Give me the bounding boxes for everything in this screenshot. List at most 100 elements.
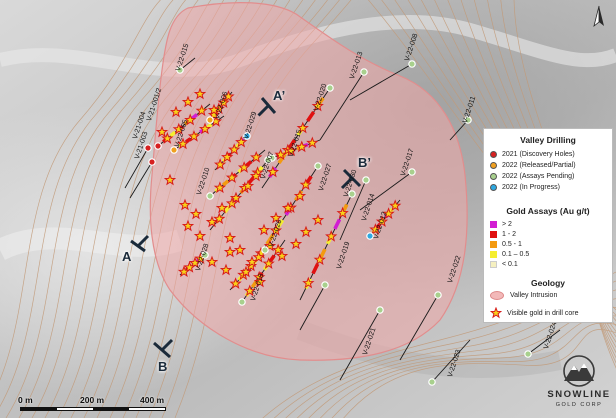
section-arm [160, 338, 174, 352]
drill-collar [154, 142, 162, 150]
drill-collar [434, 291, 442, 299]
assay-item: 0.1 – 0.5 [490, 251, 529, 258]
section-arm [340, 176, 354, 190]
section-label-b: B [158, 359, 168, 374]
assay-segment [311, 263, 320, 275]
legend-item-2022-released: 2022 (Released/Partial) [490, 162, 576, 169]
drill-collar [321, 281, 329, 289]
snowline-logo: SNOWLINE GOLD CORP [544, 353, 614, 415]
intrusion-oval-icon [490, 291, 504, 300]
drill-collar [206, 116, 214, 124]
assay-segment [222, 179, 230, 187]
drill-trace [399, 294, 439, 361]
legend-label: 2022 (In Progress) [502, 184, 560, 191]
drill-collar [264, 156, 272, 164]
visible-gold-item: Visible gold in drill core [490, 307, 578, 319]
legend-item-2021: 2021 (Discovery Holes) [490, 151, 575, 158]
scale-label-200: 200 m [80, 395, 105, 405]
drill-trace [349, 63, 413, 101]
legend-label: 2022 (Released/Partial) [502, 162, 576, 169]
assay-segment [287, 138, 297, 151]
drill-collar [314, 162, 322, 170]
drill-trace [527, 329, 561, 355]
assay-segment [250, 280, 258, 289]
drill-trace [449, 119, 469, 141]
assay-segment [184, 137, 192, 144]
assay-label: 1 - 2 [502, 231, 517, 238]
pale-swatch-icon [490, 261, 497, 268]
assay-segment [268, 254, 276, 263]
drill-collar [238, 298, 246, 306]
snowline-mountain-icon [563, 355, 595, 387]
drill-collar [376, 306, 384, 314]
drill-collar [360, 68, 368, 76]
drill-trace [339, 179, 367, 241]
drill-collar [326, 84, 334, 92]
drill-collar [201, 251, 209, 259]
yellow-swatch-icon [490, 251, 497, 258]
visible-gold-label: Visible gold in drill core [507, 309, 579, 317]
section-label-a: A [122, 249, 132, 264]
drill-trace [129, 161, 153, 199]
legend-label: 2021 (Discovery Holes) [502, 151, 575, 158]
north-arrow [585, 4, 613, 32]
section-lines [130, 97, 362, 359]
map-legend: Valley Drilling 2021 (Discovery Holes) 2… [483, 128, 613, 323]
logo-sub: GOLD CORP [555, 402, 603, 408]
drill-collar [428, 378, 436, 386]
drill-collar [408, 168, 416, 176]
assay-legend-title: Gold Assays (Au g/t) [506, 206, 590, 216]
legend-item-2022-pending: 2022 (Assays Pending) [490, 173, 574, 180]
legend-label: 2022 (Assays Pending) [502, 173, 575, 180]
logo-name: SNOWLINE [547, 389, 611, 400]
blue-dot-icon [490, 184, 497, 191]
drill-collar [366, 232, 374, 240]
green-dot-icon [490, 173, 497, 180]
drill-trace [339, 309, 381, 381]
assay-segment [275, 219, 285, 231]
scale-bar: 0 m 200 m 400 m [18, 395, 168, 415]
geology-label: Valley Intrusion [510, 292, 558, 299]
scale-label-0: 0 m [18, 395, 33, 405]
geology-item: Valley Intrusion [490, 291, 557, 300]
drill-collar [464, 116, 472, 124]
assay-item: < 0.1 [490, 261, 518, 268]
drill-collar [524, 350, 532, 358]
assay-segment [277, 152, 287, 165]
red-swatch-icon [490, 231, 497, 238]
assay-segment [265, 233, 275, 245]
geology-legend-title: Geology [530, 278, 565, 288]
orange-swatch-icon [490, 241, 497, 248]
section-label-a-prime: A’ [273, 88, 286, 103]
drill-collar [362, 176, 370, 184]
assay-label: < 0.1 [502, 261, 518, 268]
drill-collar [348, 190, 356, 198]
drill-trace [359, 171, 413, 211]
scale-label-400: 400 m [140, 395, 165, 405]
section-arm [136, 234, 150, 248]
drill-collar [176, 66, 184, 74]
drill-trace [299, 284, 326, 331]
drill-collar [243, 132, 251, 140]
magenta-swatch-icon [490, 221, 497, 228]
red-dot-icon [490, 151, 497, 158]
drill-collar [408, 60, 416, 68]
legend-item-2022-progress: 2022 (In Progress) [490, 184, 560, 191]
section-label-b-prime: B’ [358, 155, 371, 170]
drill-collar [148, 158, 156, 166]
assay-label: > 2 [502, 221, 512, 228]
assay-segment [169, 130, 177, 138]
assay-item: > 2 [490, 221, 512, 228]
assay-segment [191, 113, 199, 120]
section-arm [257, 104, 270, 117]
legend-title: Valley Drilling [520, 135, 576, 145]
assay-label: 0.5 - 1 [502, 241, 522, 248]
drill-trace [124, 147, 149, 189]
drill-collar [144, 144, 152, 152]
orange-dot-icon [490, 162, 497, 169]
drill-collar [206, 192, 214, 200]
assay-segment [245, 160, 253, 168]
north-arrow-icon [593, 5, 604, 28]
assay-segment [306, 110, 316, 123]
